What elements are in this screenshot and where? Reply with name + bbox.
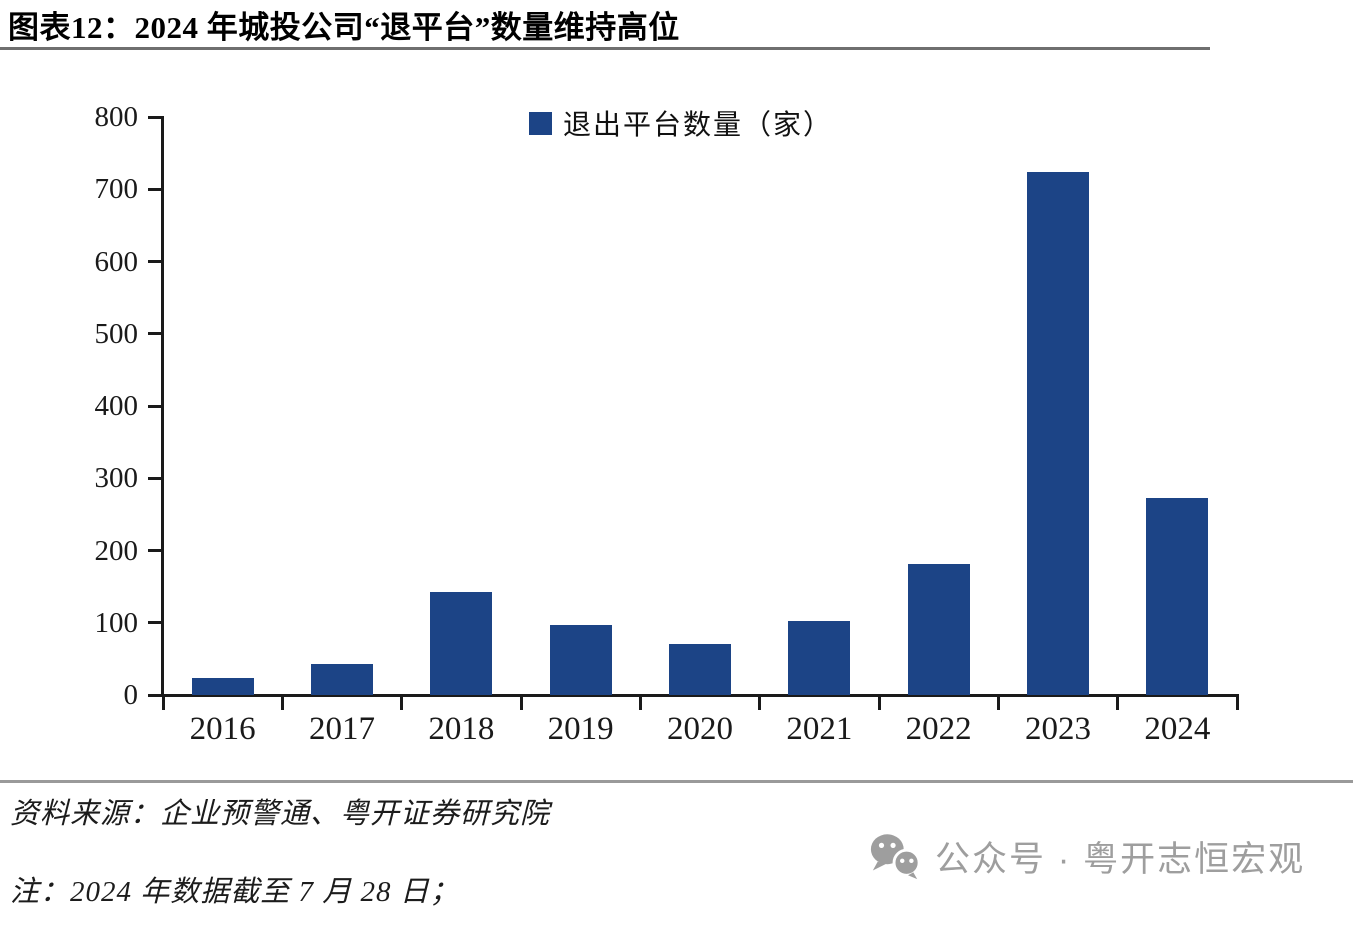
title-underline <box>0 47 1210 50</box>
legend-label: 退出平台数量（家） <box>563 110 834 141</box>
y-axis-tick-mark <box>148 187 162 191</box>
bar-2021 <box>788 621 851 695</box>
y-axis-tick-label: 800 <box>94 101 139 133</box>
note-text: 注：2024 年数据截至 7 月 28 日； <box>10 876 460 908</box>
bar-2018 <box>430 591 493 695</box>
legend-marker-square <box>529 111 552 135</box>
x-axis-tick-mark <box>758 697 762 710</box>
x-axis-tick-mark <box>280 697 284 710</box>
y-axis-tick-mark <box>148 332 162 336</box>
x-axis-tick-label: 2024 <box>1144 711 1211 747</box>
x-axis-tick-label: 2021 <box>786 711 853 747</box>
bar-2023 <box>1027 171 1089 695</box>
y-axis-tick-mark <box>148 693 162 697</box>
x-axis-tick-label: 2019 <box>547 711 614 747</box>
y-axis-line <box>161 116 164 697</box>
x-axis-tick-mark <box>996 697 1000 710</box>
x-axis-tick-mark <box>1116 697 1120 710</box>
bar-2019 <box>549 624 612 695</box>
chart-title: 图表12：2024 年城投公司“退平台”数量维持高位 <box>8 10 680 45</box>
wechat-watermark: 公众号 · 粤开志恒宏观 <box>868 830 1305 882</box>
bar-2017 <box>311 663 373 695</box>
y-axis-tick-mark <box>148 115 162 119</box>
x-axis-tick-mark <box>400 697 404 710</box>
y-axis-tick-label: 300 <box>94 462 139 495</box>
x-axis-tick-label: 2016 <box>189 711 256 747</box>
y-axis-tick-label: 700 <box>94 173 139 206</box>
x-axis-tick-mark <box>877 697 881 710</box>
y-axis-tick-label: 600 <box>94 245 139 278</box>
y-axis-tick-label: 0 <box>123 679 139 711</box>
y-axis-tick-label: 200 <box>94 534 139 567</box>
x-axis-tick-mark <box>519 697 523 710</box>
x-axis-line <box>161 694 1239 697</box>
chart-legend: 退出平台数量（家） <box>529 103 833 143</box>
bar-2024 <box>1146 497 1209 695</box>
x-axis-tick-mark <box>161 697 165 710</box>
y-axis-tick-mark <box>148 260 162 263</box>
footer-separator <box>0 780 1353 783</box>
y-axis-tick-mark <box>148 404 162 408</box>
wechat-icon <box>868 830 922 882</box>
y-axis-tick-mark <box>148 549 162 552</box>
y-axis-tick-mark <box>148 621 162 625</box>
x-axis-tick-mark <box>1235 697 1239 710</box>
y-axis-tick-label: 400 <box>94 390 139 422</box>
x-axis-tick-label: 2022 <box>905 711 972 747</box>
x-axis-tick-label: 2020 <box>666 711 733 747</box>
x-axis-tick-label: 2017 <box>308 711 375 747</box>
bar-2022 <box>907 564 970 695</box>
wechat-label: 公众号 · 粤开志恒宏观 <box>935 839 1306 879</box>
x-axis-tick-label: 2018 <box>428 711 495 747</box>
source-text: 资料来源：企业预警通、粤开证券研究院 <box>10 798 551 830</box>
bar-2016 <box>191 678 254 695</box>
y-axis-tick-label: 500 <box>94 317 139 350</box>
y-axis-tick-label: 100 <box>94 606 139 639</box>
x-axis-tick-label: 2023 <box>1024 711 1091 747</box>
bar-2020 <box>669 643 731 695</box>
x-axis-tick-mark <box>638 697 642 710</box>
y-axis-tick-mark <box>148 476 162 480</box>
